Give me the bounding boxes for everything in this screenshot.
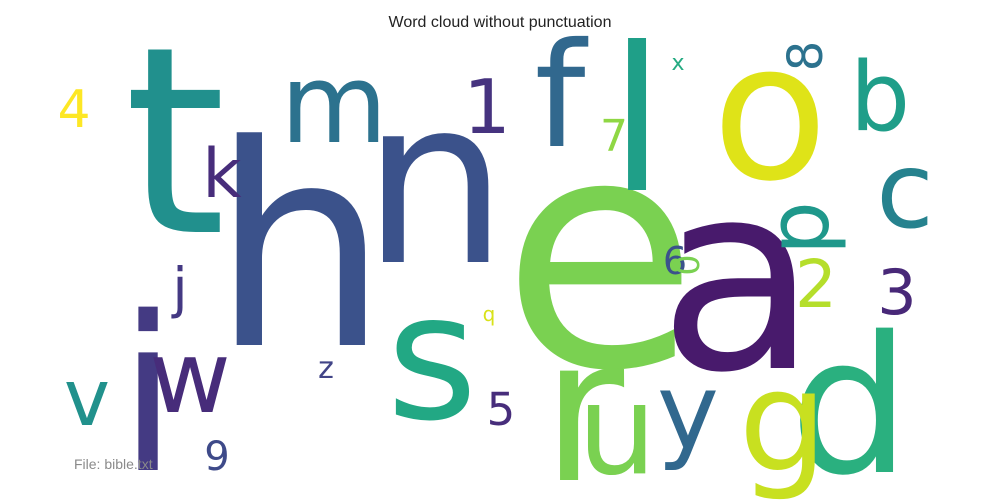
file-label: File: bible.txt	[74, 456, 153, 472]
word-f: f	[534, 12, 588, 181]
word-c: c	[876, 130, 934, 252]
word-g: g	[739, 341, 828, 500]
word-1: 1	[463, 63, 511, 151]
word-t: t	[124, 0, 226, 294]
word-h: h	[211, 86, 388, 412]
word-m: m	[280, 40, 387, 168]
word-l: l	[609, 5, 665, 238]
word-8: 8	[778, 41, 834, 72]
word-5: 5	[487, 383, 516, 436]
word-o: o	[712, 2, 828, 223]
word-v: v	[64, 354, 110, 444]
word-p: p	[750, 201, 849, 255]
word-x: x	[671, 51, 684, 76]
word-n: n	[362, 50, 508, 317]
word-7: 7	[600, 111, 628, 162]
word-3: 3	[877, 256, 916, 329]
word-2: 2	[795, 246, 837, 323]
word-w: w	[149, 319, 231, 436]
word-0: 0	[668, 255, 707, 276]
word-q: q	[483, 302, 496, 326]
word-y: y	[657, 351, 719, 473]
word-s: s	[386, 257, 477, 460]
word-a: a	[658, 128, 817, 430]
word-u: u	[577, 358, 656, 500]
word-r: r	[542, 295, 625, 500]
word-k: k	[202, 135, 242, 214]
word-j: j	[171, 256, 187, 320]
word-9: 9	[204, 434, 229, 480]
word-4: 4	[57, 80, 90, 140]
word-b: b	[850, 43, 910, 153]
word-i: i	[118, 270, 178, 500]
word-e: e	[502, 69, 699, 441]
chart-title: Word cloud without punctuation	[388, 14, 612, 31]
word-d: d	[790, 296, 911, 500]
word-z: z	[318, 351, 334, 386]
word-6: 6	[663, 239, 687, 283]
